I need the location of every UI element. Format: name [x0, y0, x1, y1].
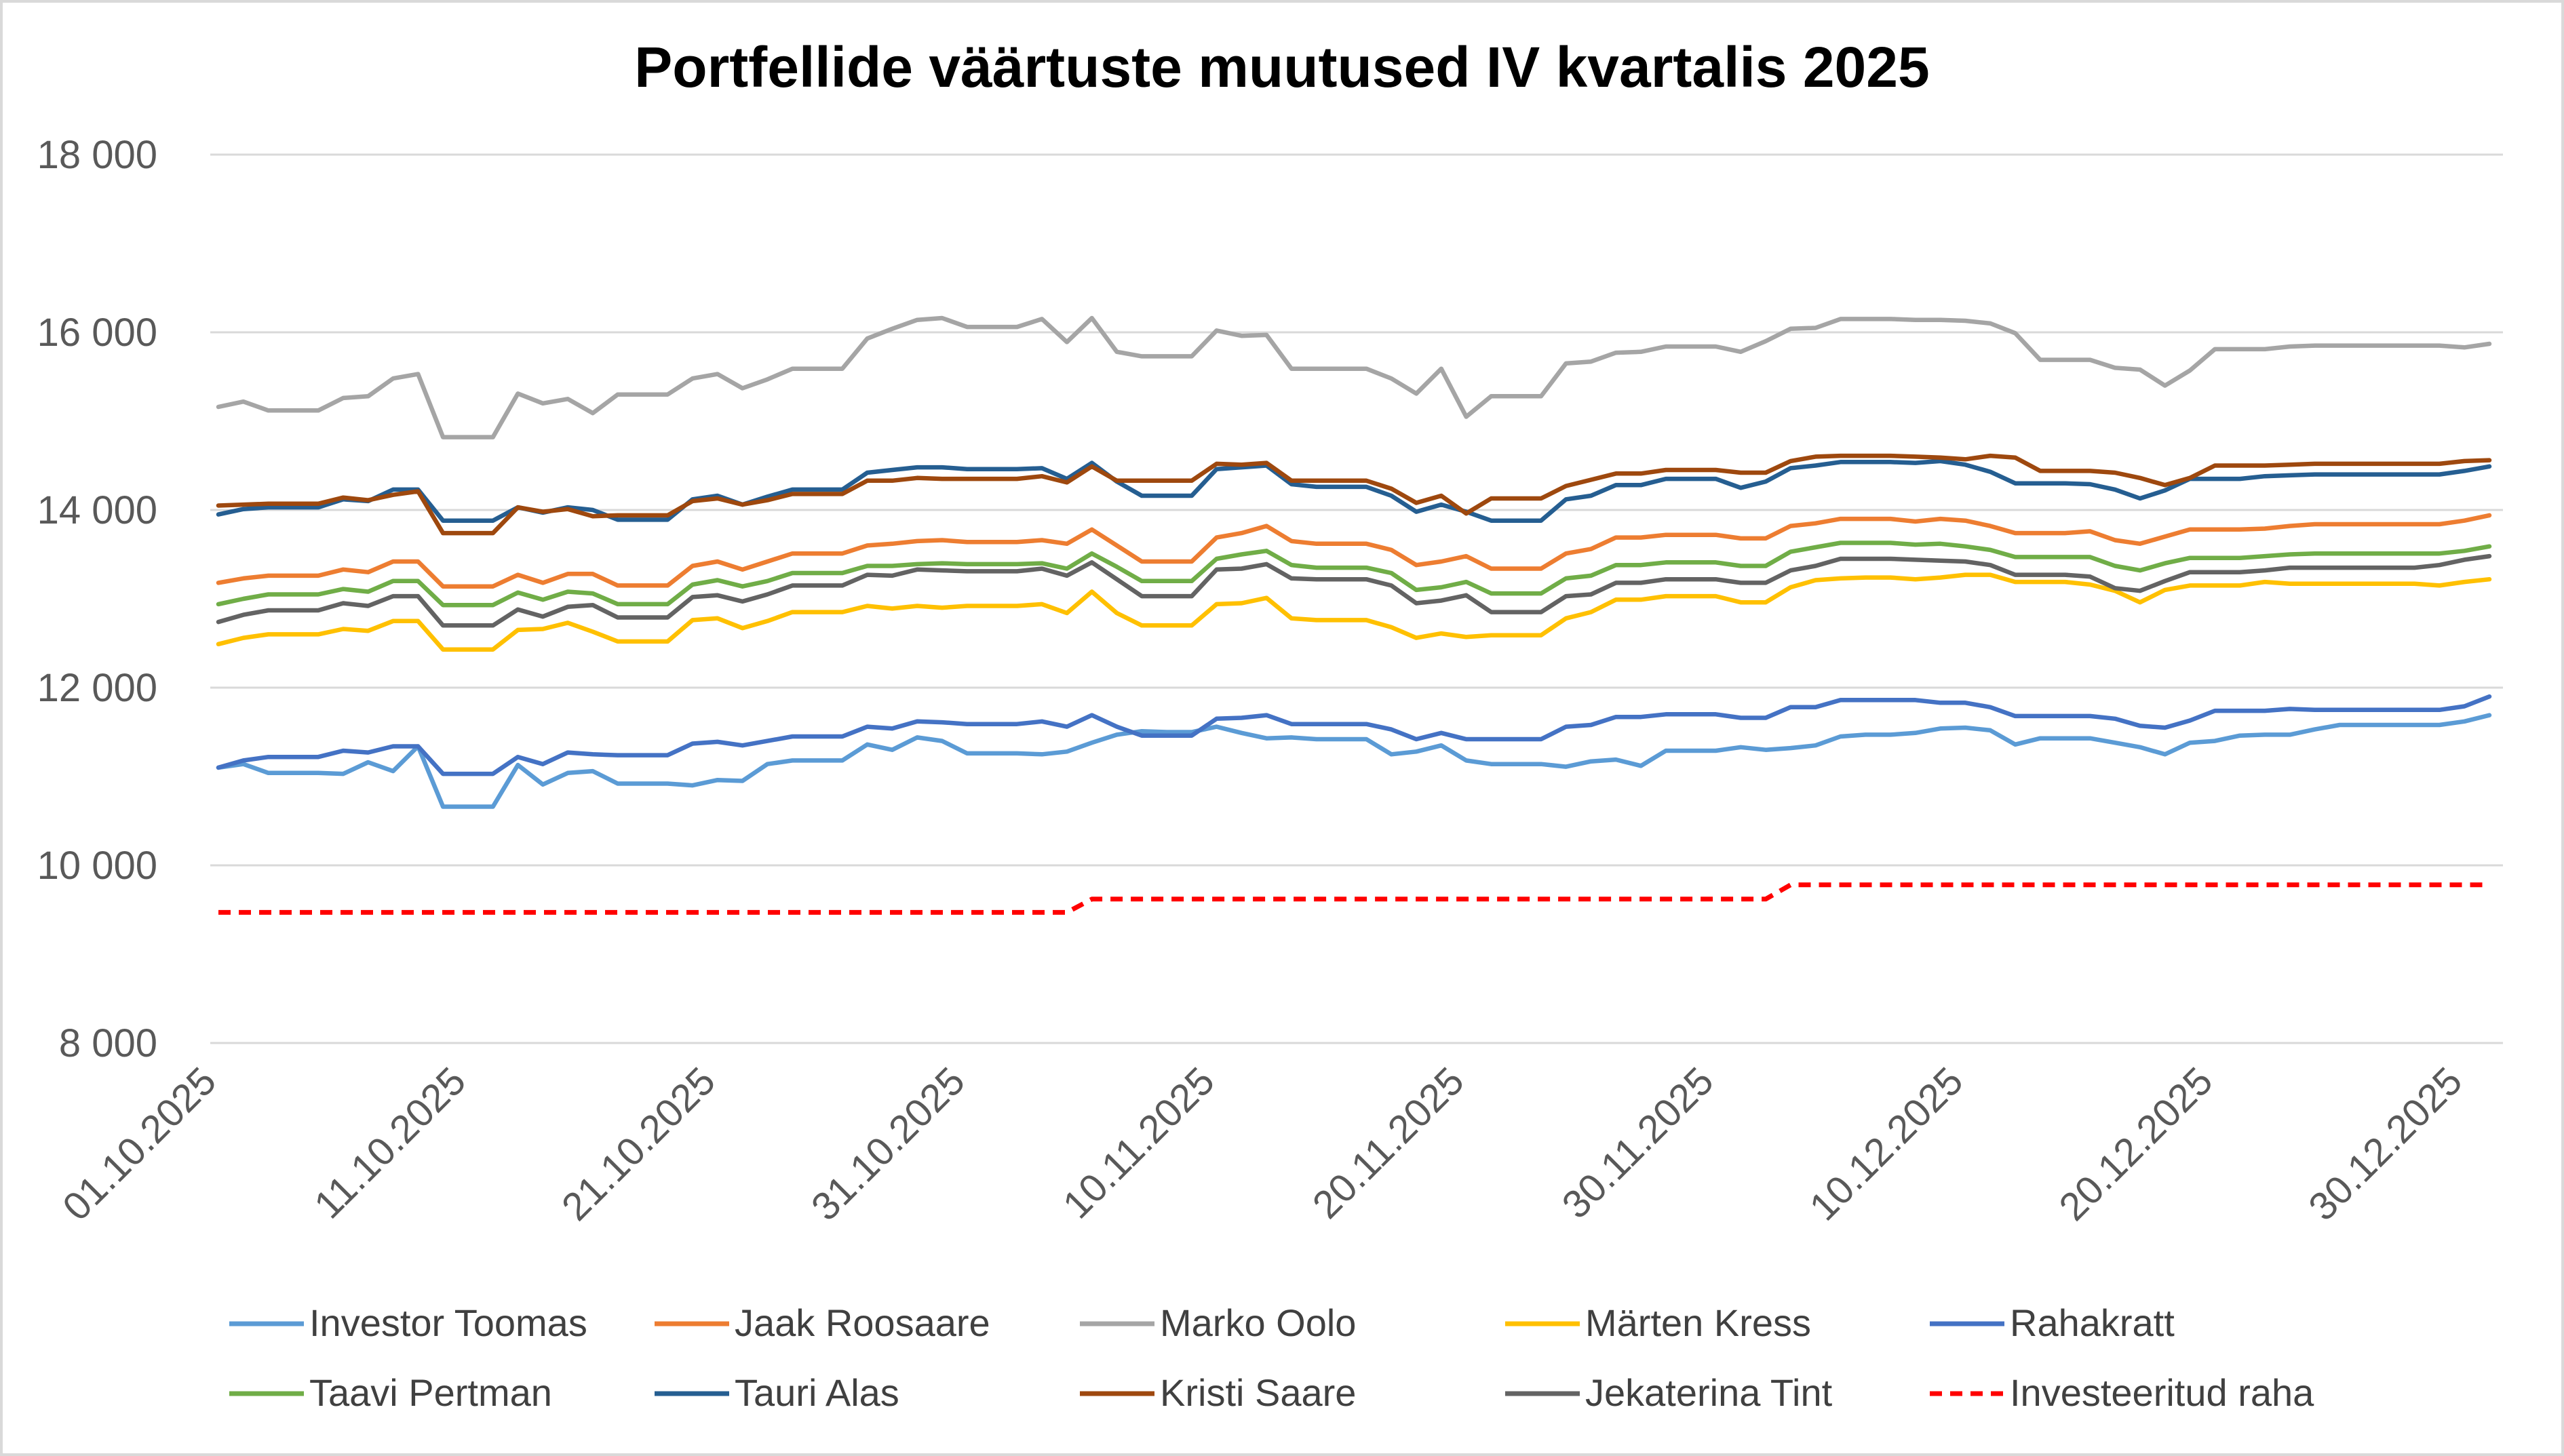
- y-tick-label: 16 000: [37, 311, 157, 355]
- y-tick-label: 18 000: [37, 133, 157, 177]
- x-tick-label: 01.10.2025: [54, 1059, 225, 1229]
- legend-label: Jekaterina Tint: [1585, 1371, 1833, 1414]
- legend-item: Jekaterina Tint: [1505, 1371, 1833, 1414]
- series-line: [216, 513, 2492, 589]
- gridlines: [210, 153, 2503, 1044]
- y-tick-label: 14 000: [37, 488, 157, 532]
- x-axis: 01.10.2025 11.10.2025 21.10.2025 31.10.2025…: [54, 1059, 2470, 1229]
- legend-item: Jaak Roosaare: [655, 1301, 990, 1344]
- legend-label: Märten Kress: [1585, 1301, 1811, 1344]
- series-line: [218, 882, 2489, 915]
- x-tick-label: 20.12.2025: [2051, 1059, 2221, 1229]
- x-tick-label: 10.11.2025: [1055, 1059, 1223, 1227]
- x-tick-label: 10.12.2025: [1801, 1059, 1971, 1229]
- series-line: [216, 553, 2492, 628]
- legend-item: Märten Kress: [1505, 1301, 1811, 1344]
- series-line: [216, 453, 2492, 536]
- legend-item: Marko Oolo: [1080, 1301, 1356, 1344]
- y-axis: 8 000 10 000 12 000 14 000 16 000 18 000: [37, 133, 157, 1065]
- series-lines: [216, 315, 2492, 915]
- legend-item: Rahakratt: [1930, 1301, 2175, 1344]
- legend-label: Rahakratt: [2010, 1301, 2175, 1344]
- legend-item: Kristi Saare: [1080, 1371, 1356, 1414]
- legend-label: Tauri Alas: [735, 1371, 899, 1414]
- series-line: [216, 315, 2492, 439]
- legend-label: Investor Toomas: [309, 1301, 587, 1344]
- y-tick-label: 8 000: [59, 1021, 157, 1065]
- y-tick-label: 12 000: [37, 666, 157, 710]
- legend-item: Taavi Pertman: [229, 1371, 552, 1414]
- legend-item: Tauri Alas: [655, 1371, 899, 1414]
- x-tick-label: 21.10.2025: [553, 1059, 724, 1229]
- legend-item: Investeeritud raha: [1930, 1371, 2314, 1414]
- series-line: [216, 572, 2492, 652]
- y-tick-label: 10 000: [37, 844, 157, 888]
- legend: Investor Toomas Jaak Roosaare Marko Oolo Mä…: [229, 1301, 2314, 1414]
- series-line: [216, 540, 2492, 608]
- legend-label: Taavi Pertman: [309, 1371, 552, 1414]
- x-tick-label: 30.12.2025: [2300, 1059, 2470, 1229]
- legend-label: Marko Oolo: [1160, 1301, 1356, 1344]
- x-tick-label: 31.10.2025: [803, 1059, 973, 1229]
- series-line: [216, 694, 2492, 776]
- legend-label: Kristi Saare: [1160, 1371, 1356, 1414]
- legend-label: Investeeritud raha: [2010, 1371, 2314, 1414]
- series-line: [216, 713, 2492, 809]
- series-line: [216, 458, 2492, 523]
- chart-title: Portfellide väärtuste muutused IV kvarta…: [634, 35, 1929, 99]
- x-tick-label: 20.11.2025: [1304, 1059, 1473, 1227]
- legend-label: Jaak Roosaare: [735, 1301, 990, 1344]
- legend-item: Investor Toomas: [229, 1301, 587, 1344]
- x-tick-label: 30.11.2025: [1553, 1059, 1722, 1227]
- x-tick-label: 11.10.2025: [306, 1059, 474, 1227]
